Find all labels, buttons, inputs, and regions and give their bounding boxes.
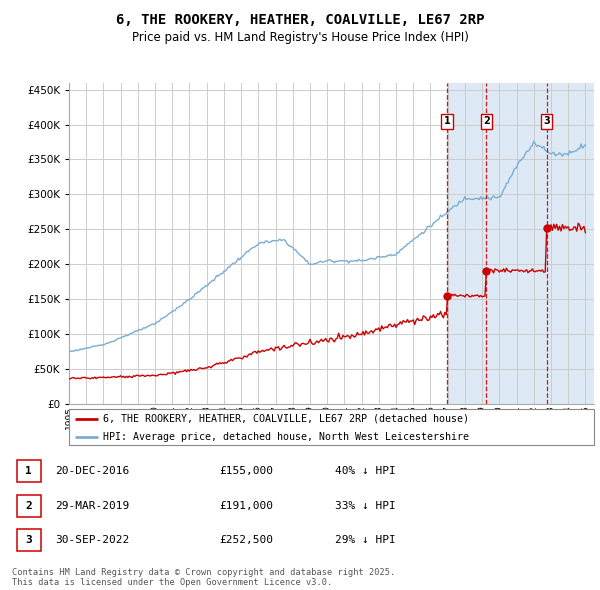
Text: 33% ↓ HPI: 33% ↓ HPI	[335, 501, 395, 511]
Text: 6, THE ROOKERY, HEATHER, COALVILLE, LE67 2RP (detached house): 6, THE ROOKERY, HEATHER, COALVILLE, LE67…	[103, 414, 469, 424]
Text: £155,000: £155,000	[220, 466, 274, 476]
FancyBboxPatch shape	[69, 409, 594, 445]
Text: Price paid vs. HM Land Registry's House Price Index (HPI): Price paid vs. HM Land Registry's House …	[131, 31, 469, 44]
FancyBboxPatch shape	[17, 529, 41, 551]
Text: 1: 1	[25, 466, 32, 476]
Text: £191,000: £191,000	[220, 501, 274, 511]
Text: Contains HM Land Registry data © Crown copyright and database right 2025.
This d: Contains HM Land Registry data © Crown c…	[12, 568, 395, 587]
Text: 40% ↓ HPI: 40% ↓ HPI	[335, 466, 395, 476]
Text: 3: 3	[543, 116, 550, 126]
Text: 29-MAR-2019: 29-MAR-2019	[55, 501, 130, 511]
Text: 6, THE ROOKERY, HEATHER, COALVILLE, LE67 2RP: 6, THE ROOKERY, HEATHER, COALVILLE, LE67…	[116, 13, 484, 27]
Text: HPI: Average price, detached house, North West Leicestershire: HPI: Average price, detached house, Nort…	[103, 432, 469, 442]
FancyBboxPatch shape	[17, 460, 41, 482]
Text: 30-SEP-2022: 30-SEP-2022	[55, 535, 130, 545]
Text: 29% ↓ HPI: 29% ↓ HPI	[335, 535, 395, 545]
Text: 2: 2	[483, 116, 490, 126]
FancyBboxPatch shape	[17, 495, 41, 516]
Bar	[447, 83, 600, 404]
Text: 2: 2	[25, 501, 32, 511]
Text: 20-DEC-2016: 20-DEC-2016	[55, 466, 130, 476]
Text: 1: 1	[444, 116, 451, 126]
Text: £252,500: £252,500	[220, 535, 274, 545]
Text: 3: 3	[25, 535, 32, 545]
